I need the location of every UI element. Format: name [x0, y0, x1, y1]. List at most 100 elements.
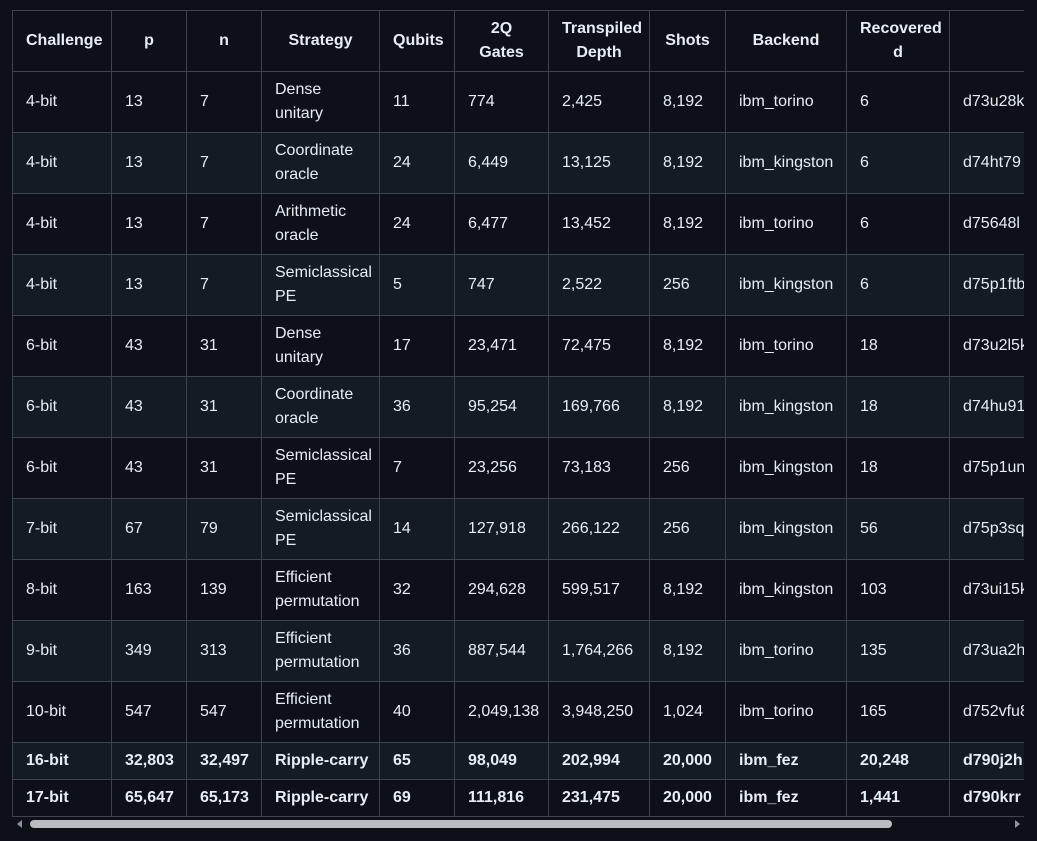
cell-shots: 8,192: [649, 315, 726, 377]
cell-2q-gates: 98,049: [454, 742, 549, 780]
cell-transpiled-depth: 13,125: [548, 132, 650, 194]
cell-p: 349: [111, 620, 187, 682]
cell-challenge: 6-bit: [12, 376, 112, 438]
cell-job-id: d74hu91: [949, 376, 1024, 438]
cell-backend: ibm_kingston: [725, 437, 847, 499]
cell-challenge: 6-bit: [12, 437, 112, 499]
cell-recovered-d: 135: [846, 620, 950, 682]
cell-qubits: 65: [379, 742, 455, 780]
table-row: 8-bit 163 139 Efficient permutation 32 294,62…: [12, 559, 1024, 621]
cell-shots: 8,192: [649, 376, 726, 438]
header-row: Challenge p n Strategy Qubits 2Q Gates T…: [12, 10, 1024, 72]
cell-strategy: Semiclassical PE: [261, 254, 380, 316]
table-row: 4-bit 13 7 Arithmetic oracle 24 6,477 13,452 8,…: [12, 193, 1024, 255]
cell-backend: ibm_kingston: [725, 132, 847, 194]
cell-job-id: d790j2h: [949, 742, 1024, 780]
cell-n: 313: [186, 620, 262, 682]
cell-backend: ibm_fez: [725, 779, 847, 817]
cell-transpiled-depth: 73,183: [548, 437, 650, 499]
cell-n: 31: [186, 315, 262, 377]
cell-backend: ibm_kingston: [725, 254, 847, 316]
cell-qubits: 17: [379, 315, 455, 377]
table-row: 17-bit 65,647 65,173 Ripple-carry 69 111,816 2…: [12, 779, 1024, 817]
cell-backend: ibm_kingston: [725, 376, 847, 438]
table-row: 6-bit 43 31 Coordinate oracle 36 95,254 169,76…: [12, 376, 1024, 438]
cell-2q-gates: 2,049,138: [454, 681, 549, 743]
cell-job-id: d73u2l5k: [949, 315, 1024, 377]
cell-2q-gates: 747: [454, 254, 549, 316]
cell-challenge: 4-bit: [12, 193, 112, 255]
cell-challenge: 17-bit: [12, 779, 112, 817]
cell-qubits: 5: [379, 254, 455, 316]
cell-challenge: 9-bit: [12, 620, 112, 682]
cell-recovered-d: 6: [846, 193, 950, 255]
cell-shots: 8,192: [649, 71, 726, 133]
cell-n: 32,497: [186, 742, 262, 780]
cell-transpiled-depth: 231,475: [548, 779, 650, 817]
table-row: 10-bit 547 547 Efficient permutation 40 2,049…: [12, 681, 1024, 743]
cell-challenge: 16-bit: [12, 742, 112, 780]
table-row: 9-bit 349 313 Efficient permutation 36 887,54…: [12, 620, 1024, 682]
cell-qubits: 69: [379, 779, 455, 817]
scroll-right-button[interactable]: [1010, 817, 1024, 831]
cell-strategy: Dense unitary: [261, 315, 380, 377]
cell-transpiled-depth: 3,948,250: [548, 681, 650, 743]
cell-recovered-d: 18: [846, 437, 950, 499]
cell-challenge: 10-bit: [12, 681, 112, 743]
cell-2q-gates: 774: [454, 71, 549, 133]
cell-recovered-d: 165: [846, 681, 950, 743]
cell-strategy: Arithmetic oracle: [261, 193, 380, 255]
cell-shots: 20,000: [649, 779, 726, 817]
cell-strategy: Dense unitary: [261, 71, 380, 133]
cell-qubits: 11: [379, 71, 455, 133]
cell-n: 547: [186, 681, 262, 743]
cell-2q-gates: 23,471: [454, 315, 549, 377]
cell-qubits: 36: [379, 376, 455, 438]
scrollbar-thumb[interactable]: [30, 820, 892, 828]
cell-challenge: 6-bit: [12, 315, 112, 377]
cell-transpiled-depth: 72,475: [548, 315, 650, 377]
cell-strategy: Coordinate oracle: [261, 132, 380, 194]
cell-job-id: d73ua2h: [949, 620, 1024, 682]
cell-strategy: Coordinate oracle: [261, 376, 380, 438]
header-2q-gates: 2Q Gates: [454, 10, 549, 72]
horizontal-scrollbar[interactable]: [12, 817, 1024, 831]
table-row: 4-bit 13 7 Semiclassical PE 5 747 2,522 256 ibm_…: [12, 254, 1024, 316]
header-shots: Shots: [649, 10, 726, 72]
cell-recovered-d: 20,248: [846, 742, 950, 780]
cell-recovered-d: 1,441: [846, 779, 950, 817]
cell-strategy: Semiclassical PE: [261, 437, 380, 499]
header-job-id: [949, 10, 1024, 72]
table-row: 7-bit 67 79 Semiclassical PE 14 127,918 266,12…: [12, 498, 1024, 560]
cell-recovered-d: 18: [846, 315, 950, 377]
cell-recovered-d: 103: [846, 559, 950, 621]
cell-job-id: d75p3sq: [949, 498, 1024, 560]
cell-qubits: 40: [379, 681, 455, 743]
cell-transpiled-depth: 202,994: [548, 742, 650, 780]
cell-job-id: d75648l: [949, 193, 1024, 255]
cell-shots: 8,192: [649, 620, 726, 682]
cell-shots: 8,192: [649, 559, 726, 621]
cell-backend: ibm_kingston: [725, 498, 847, 560]
cell-p: 163: [111, 559, 187, 621]
cell-backend: ibm_torino: [725, 315, 847, 377]
cell-backend: ibm_torino: [725, 193, 847, 255]
cell-qubits: 36: [379, 620, 455, 682]
table-row: 4-bit 13 7 Dense unitary 11 774 2,425 8,192 ibm_…: [12, 71, 1024, 133]
cell-recovered-d: 18: [846, 376, 950, 438]
cell-backend: ibm_kingston: [725, 559, 847, 621]
cell-strategy: Efficient permutation: [261, 620, 380, 682]
cell-2q-gates: 6,449: [454, 132, 549, 194]
header-strategy: Strategy: [261, 10, 380, 72]
cell-recovered-d: 6: [846, 254, 950, 316]
cell-recovered-d: 6: [846, 132, 950, 194]
cell-backend: ibm_torino: [725, 620, 847, 682]
cell-n: 31: [186, 437, 262, 499]
cell-backend: ibm_fez: [725, 742, 847, 780]
cell-strategy: Semiclassical PE: [261, 498, 380, 560]
cell-backend: ibm_torino: [725, 71, 847, 133]
cell-n: 7: [186, 254, 262, 316]
cell-n: 31: [186, 376, 262, 438]
cell-transpiled-depth: 2,522: [548, 254, 650, 316]
scroll-left-button[interactable]: [12, 817, 26, 831]
